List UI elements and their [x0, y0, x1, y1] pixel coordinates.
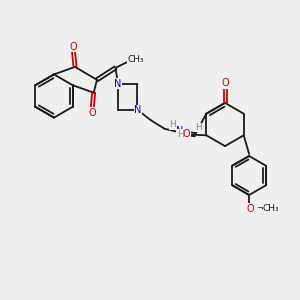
Text: H: H [177, 130, 184, 139]
Text: H: H [195, 123, 201, 132]
Text: N: N [176, 126, 184, 136]
Text: CH₃: CH₃ [263, 204, 280, 213]
Text: N: N [114, 79, 121, 89]
Text: −: − [256, 206, 262, 212]
Text: O: O [247, 203, 254, 214]
Text: O: O [70, 42, 77, 52]
Text: H: H [169, 120, 176, 129]
Text: N: N [134, 105, 142, 116]
Text: O: O [183, 129, 190, 139]
Text: O: O [88, 108, 96, 118]
Text: CH₃: CH₃ [127, 55, 144, 64]
Text: O: O [221, 78, 229, 88]
